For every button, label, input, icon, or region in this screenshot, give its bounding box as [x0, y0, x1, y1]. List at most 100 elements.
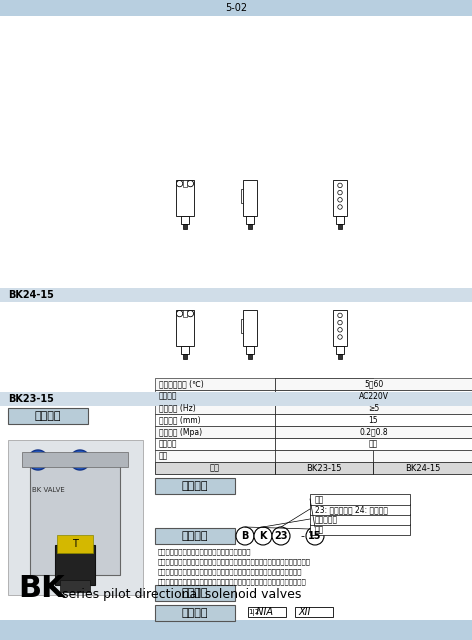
Text: 15: 15 — [369, 415, 379, 424]
Text: 切换频率 (Hz): 切换频率 (Hz) — [159, 403, 196, 413]
Bar — [155, 414, 275, 426]
Text: 15: 15 — [308, 531, 322, 541]
Text: 板式: 板式 — [315, 525, 324, 534]
Text: XII: XII — [298, 607, 311, 617]
Bar — [0, 392, 472, 406]
Bar — [275, 378, 373, 390]
Bar — [155, 402, 275, 414]
Text: 图形符号: 图形符号 — [182, 608, 208, 618]
Text: 型号: 型号 — [210, 463, 220, 472]
Bar — [241, 189, 243, 202]
Text: AC220V: AC220V — [359, 392, 388, 401]
Bar — [155, 605, 235, 621]
Bar — [241, 319, 243, 333]
Circle shape — [28, 450, 48, 470]
Text: 公称通径 (mm): 公称通径 (mm) — [159, 415, 201, 424]
Text: BK24-15: BK24-15 — [405, 463, 440, 472]
Bar — [155, 478, 235, 494]
Bar — [8, 408, 88, 424]
Text: K: K — [259, 531, 267, 541]
Bar — [183, 310, 187, 317]
Bar — [248, 607, 286, 617]
Bar — [338, 354, 342, 358]
Bar — [155, 378, 275, 390]
Bar — [55, 545, 95, 585]
Bar — [176, 310, 194, 346]
Text: 工作介质: 工作介质 — [159, 440, 177, 449]
Text: 产品特点: 产品特点 — [182, 588, 208, 598]
Circle shape — [338, 335, 342, 339]
Bar — [183, 354, 187, 358]
Text: 5-02: 5-02 — [225, 3, 247, 13]
Bar — [155, 426, 275, 438]
Text: 通径: 通径 — [315, 495, 324, 504]
Circle shape — [272, 527, 290, 545]
Bar — [155, 585, 235, 601]
Text: 参数: 参数 — [159, 451, 168, 461]
Bar — [275, 438, 472, 450]
Text: B: B — [241, 531, 249, 541]
Text: 23: 二位三通， 24: 二位四通: 23: 二位三通， 24: 二位四通 — [315, 505, 388, 514]
Bar — [181, 346, 189, 354]
Text: 1|2: 1|2 — [248, 609, 259, 616]
Bar — [246, 346, 253, 354]
Text: BK VALVE: BK VALVE — [32, 487, 65, 493]
Circle shape — [177, 180, 183, 187]
Bar — [310, 514, 410, 525]
Bar — [275, 414, 373, 426]
Circle shape — [338, 183, 342, 188]
Circle shape — [187, 180, 194, 187]
Circle shape — [338, 198, 342, 202]
Circle shape — [254, 527, 272, 545]
Text: -: - — [300, 531, 304, 541]
Bar — [22, 452, 128, 467]
Text: NIA: NIA — [250, 607, 273, 617]
Bar — [337, 346, 344, 354]
Text: 空气: 空气 — [369, 440, 378, 449]
Circle shape — [338, 321, 342, 325]
Bar — [155, 528, 235, 544]
Bar — [155, 390, 275, 402]
Bar — [275, 426, 373, 438]
Circle shape — [338, 205, 342, 209]
Bar — [183, 180, 187, 187]
Bar — [181, 216, 189, 224]
Bar — [246, 216, 253, 224]
Bar — [8, 440, 143, 595]
Text: 0.2～0.8: 0.2～0.8 — [359, 428, 388, 436]
Text: 成安装，节约空间，为铝行业气控箱使用之首选。: 成安装，节约空间，为铝行业气控箱使用之首选。 — [158, 548, 252, 555]
Text: 介质：空气: 介质：空气 — [315, 515, 338, 524]
Bar — [310, 494, 410, 505]
Circle shape — [338, 328, 342, 332]
Text: 现切换气路方向，结构合理体积小，动作可靠安全，维修方便，该板式阀可通过集: 现切换气路方向，结构合理体积小，动作可靠安全，维修方便，该板式阀可通过集 — [158, 558, 311, 564]
Bar — [333, 180, 347, 216]
Bar — [275, 402, 373, 414]
Bar — [275, 426, 472, 438]
Circle shape — [70, 450, 90, 470]
Text: 23: 23 — [274, 531, 288, 541]
Bar — [337, 216, 344, 224]
Bar — [275, 414, 472, 426]
Bar — [0, 0, 472, 16]
Text: 工作电压: 工作电压 — [159, 392, 177, 401]
Bar — [275, 450, 373, 462]
Bar — [176, 180, 194, 216]
Text: 技术，适用于高粉尘、高污染、少油雾等严苛环境。该阀通过接受电信号，实: 技术，适用于高粉尘、高污染、少油雾等严苛环境。该阀通过接受电信号，实 — [158, 568, 303, 575]
Text: series pilot directional solenoid valves: series pilot directional solenoid valves — [62, 588, 302, 601]
Circle shape — [236, 527, 254, 545]
Bar — [373, 450, 472, 462]
Bar — [243, 180, 257, 216]
Circle shape — [338, 190, 342, 195]
Bar — [155, 462, 275, 474]
Text: ≥5: ≥5 — [368, 403, 379, 413]
Text: 工作压力 (Mpa): 工作压力 (Mpa) — [159, 428, 202, 436]
Bar — [248, 224, 252, 228]
Circle shape — [187, 310, 194, 317]
Text: BK23-15: BK23-15 — [306, 463, 342, 472]
Bar — [275, 402, 472, 414]
Text: BK24-15: BK24-15 — [8, 290, 54, 300]
Circle shape — [338, 313, 342, 317]
Text: 工作环境温度 (℃): 工作环境温度 (℃) — [159, 380, 204, 388]
Bar — [155, 438, 275, 450]
Bar — [57, 535, 93, 553]
